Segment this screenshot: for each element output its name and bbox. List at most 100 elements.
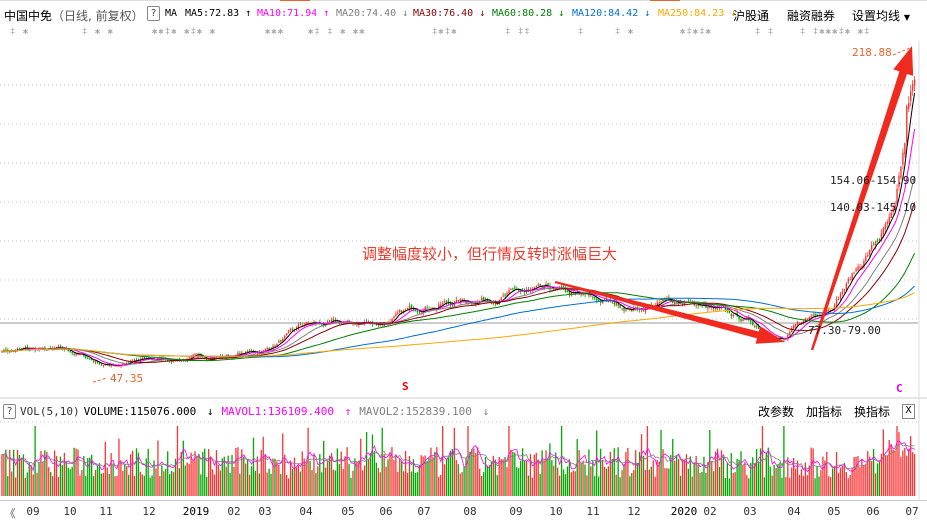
volume-bar <box>911 452 914 496</box>
change-params-button[interactable]: 改参数 <box>757 404 794 419</box>
volume-bar <box>615 474 617 496</box>
volume-bar <box>748 478 750 496</box>
volume-bar <box>726 462 728 496</box>
candle-down <box>128 362 130 364</box>
volume-bar <box>896 426 898 496</box>
info-marker[interactable]: ‡ ‡‡ <box>505 27 531 37</box>
volume-bar <box>646 426 649 496</box>
candle-up <box>461 299 463 301</box>
scroll-back-button[interactable]: 《 <box>4 507 16 520</box>
volume-help-button[interactable]: ? <box>3 403 16 419</box>
volume-bar <box>211 469 214 496</box>
volume-bar <box>233 467 235 496</box>
volume-bar <box>619 477 621 496</box>
volume-bar <box>3 454 5 496</box>
info-marker[interactable]: ✱‡✱‡✱ <box>680 27 713 37</box>
volume-bar <box>30 465 32 496</box>
candle-down <box>816 314 818 317</box>
volume-bar <box>241 449 243 496</box>
volume-bar <box>894 451 896 496</box>
candle-up <box>674 301 676 304</box>
help-button[interactable]: ? <box>147 6 160 21</box>
info-marker[interactable]: ✱✱✱ <box>265 27 285 37</box>
volume-bar <box>861 458 863 496</box>
volume-bar <box>395 454 397 496</box>
arrow-down-trend-icon <box>554 280 785 344</box>
volume-bar <box>469 451 471 496</box>
volume-bar <box>808 465 810 496</box>
volume-bar <box>102 473 104 496</box>
volume-bar <box>832 468 834 496</box>
volume-bar <box>410 471 413 496</box>
candle-down <box>206 358 208 361</box>
info-marker[interactable]: ‡ ‡✱✱✱‡✱ ✱‡ <box>800 27 871 37</box>
volume-bar <box>539 474 541 496</box>
ma10-text: MA10:71.94 <box>257 8 318 19</box>
caret-down-icon: ▼ <box>903 13 910 22</box>
volume-bar <box>613 448 615 496</box>
volume-bar <box>412 459 415 496</box>
candle-up <box>131 360 134 362</box>
marker-c[interactable]: C <box>896 382 903 395</box>
candle-down <box>280 339 282 342</box>
marker-s[interactable]: S <box>402 380 409 393</box>
volume-bar <box>55 455 58 496</box>
info-marker[interactable]: ‡ ✱ <box>615 27 635 37</box>
volume-bar <box>553 465 555 496</box>
volume-bar <box>793 457 795 496</box>
info-marker[interactable]: ‡ ✱ <box>10 27 30 37</box>
volume-bar <box>96 465 99 496</box>
info-marker[interactable]: ‡ <box>578 27 585 37</box>
candle-down <box>227 354 229 357</box>
candle-down <box>91 359 93 361</box>
volume-bar <box>200 474 202 496</box>
volume-bar <box>98 463 101 496</box>
switch-indicator-button[interactable]: 换指标 <box>853 404 890 419</box>
volume-bar <box>430 447 432 496</box>
hk-connect-button[interactable]: 沪股通 <box>733 9 770 23</box>
candle-up <box>533 287 536 289</box>
info-marker[interactable]: ✱‡ ‡ ✱ ✱✱ <box>308 27 366 37</box>
info-marker[interactable]: ‡✱‡✱ <box>432 27 458 37</box>
x-tick-label: 2019 <box>182 505 210 518</box>
volume-bar <box>237 447 239 496</box>
volume-bar <box>219 470 221 496</box>
volume-bar <box>855 456 857 496</box>
volume-bar <box>104 441 106 496</box>
candle-up <box>194 353 196 355</box>
candle-down <box>598 299 600 301</box>
info-marker[interactable]: ‡ ✱ ✱ <box>82 27 115 37</box>
volume-bar <box>689 456 691 496</box>
volume-bar <box>705 472 707 496</box>
volume-bar <box>387 459 389 496</box>
volume-bar <box>910 436 912 496</box>
close-icon[interactable]: X <box>902 403 915 419</box>
volume-bar <box>765 452 767 496</box>
volume-bar <box>814 478 816 496</box>
volume-bar <box>225 466 227 496</box>
candle-down <box>457 300 459 302</box>
volume-bar <box>533 454 535 496</box>
x-tick-label: 05 <box>827 505 841 518</box>
candle-up <box>190 356 192 358</box>
volume-bar <box>217 464 220 496</box>
info-marker[interactable]: ✱✱‡✱ ✱‡✱ ✱ <box>152 27 217 37</box>
candle-up <box>625 309 627 311</box>
volume-bar <box>182 440 184 496</box>
candle-up <box>408 305 411 309</box>
volume-bar <box>738 459 740 496</box>
volume-bar <box>245 463 247 496</box>
candle-up <box>443 301 446 303</box>
volume-bar <box>383 453 385 496</box>
info-marker[interactable]: ‡ ‡ <box>755 27 775 37</box>
add-indicator-button[interactable]: 加指标 <box>805 404 842 419</box>
volume-bar <box>658 462 660 496</box>
candle-up <box>715 307 717 310</box>
set-ma-button[interactable]: 设置均线 ▼ <box>852 7 910 24</box>
margin-trading-button[interactable]: 融资融券 <box>787 9 836 23</box>
x-tick-label: 12 <box>142 505 156 518</box>
candle-down <box>523 291 526 293</box>
volume-bar <box>650 466 652 496</box>
candle-down <box>471 303 473 305</box>
